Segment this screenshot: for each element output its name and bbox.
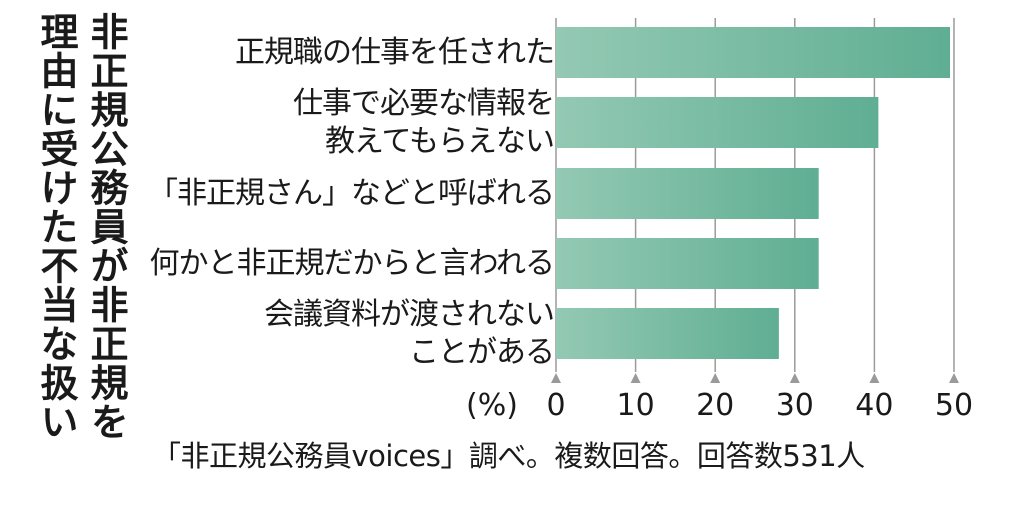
category-label: 正規職の仕事を任された — [235, 34, 555, 72]
x-tick-label: 40 — [855, 388, 894, 423]
source-note: 「非正規公務員voices」調べ。複数回答。回答数531人 — [152, 439, 865, 473]
category-label-line: ことがある — [409, 334, 555, 370]
category-label: 仕事で必要な情報を 教えてもらえない — [293, 85, 555, 161]
bar — [556, 97, 879, 148]
tick-marker — [789, 373, 800, 383]
bar — [556, 308, 779, 359]
chart-title-line-1: 非正規公務員が非正規を — [84, 12, 128, 441]
category-label-line: 「非正規さん」などと呼ばれる — [148, 175, 555, 211]
unit-label: (%) — [466, 388, 518, 423]
category-label-line: 教えてもらえない — [325, 123, 555, 159]
chart-title-line-2: 理由に受けた不当な扱い — [34, 12, 78, 441]
x-tick-label: 50 — [934, 388, 974, 423]
category-label-line: 正規職の仕事を任された — [235, 34, 555, 70]
x-tick-label: 10 — [616, 388, 655, 423]
x-tick-label: 20 — [696, 388, 735, 423]
tick-marker — [869, 373, 880, 383]
tick-marker — [551, 373, 561, 383]
tick-marker — [630, 373, 641, 383]
x-tick-label: 30 — [775, 388, 814, 423]
bar — [556, 238, 819, 289]
category-label: 「非正規さん」などと呼ばれる — [148, 175, 555, 213]
bar — [556, 168, 819, 219]
bar — [556, 27, 951, 78]
category-label-line: 会議資料が渡されない — [264, 296, 555, 332]
category-label-line: 仕事で必要な情報を — [293, 85, 555, 121]
x-tick-label: 0 — [546, 388, 566, 423]
category-label: 会議資料が渡されない ことがある — [264, 296, 555, 372]
category-label: 何かと非正規だからと言われる — [150, 245, 555, 283]
tick-marker — [710, 373, 721, 383]
category-label-line: 何かと非正規だからと言われる — [149, 245, 555, 281]
tick-marker — [949, 373, 959, 383]
